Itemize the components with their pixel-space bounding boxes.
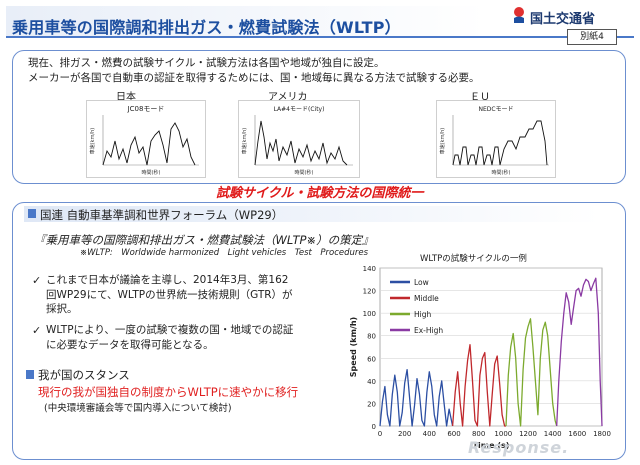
y-tick-label: 20	[367, 400, 376, 408]
title-bar	[6, 6, 486, 36]
mini-chart-eu: NEDCモード 時間(秒) 車速(km/h)	[436, 100, 556, 178]
square-bullet-icon	[28, 209, 36, 218]
stance-note: (中央環境審議会等で国内導入について検討)	[44, 403, 232, 414]
y-tick-label: 60	[367, 355, 376, 363]
check-icon: ✓	[32, 274, 42, 287]
mini-y-label: 車速(km/h)	[89, 128, 96, 155]
bullet-1: これまで日本が議論を主導し、2014年3月、第162 回WP29にて、WLTPの…	[46, 273, 356, 317]
x-tick-label: 1800	[593, 430, 611, 438]
x-axis-label: Time (s)	[473, 441, 510, 450]
x-tick-label: 1400	[544, 430, 562, 438]
x-tick-label: 400	[423, 430, 436, 438]
y-tick-label: 40	[367, 378, 376, 386]
x-tick-label: 200	[398, 430, 411, 438]
wltp-footnote: ※WLTP: Worldwide harmonized Light vehicl…	[80, 248, 369, 258]
series-line-high	[505, 318, 558, 427]
wltp-chart-title: WLTPの試験サイクルの一例	[420, 254, 527, 264]
bullet-1-line-2: 回WP29にて、WLTPの世界統一技術規則（GTR）が	[46, 288, 293, 301]
wp29-header-bar	[24, 206, 600, 222]
title-divider	[6, 36, 634, 38]
mini-x-label: 時間(秒)	[142, 169, 161, 176]
legend-label: High	[414, 310, 431, 319]
wltp-quote: 『乗用車等の国際調和排出ガス・燃費試験法（WLTP※）の策定』	[34, 233, 374, 247]
attachment-label: 別紙4	[567, 29, 617, 45]
x-tick-label: 800	[472, 430, 485, 438]
mini-x-label: 時間(秒)	[295, 169, 314, 176]
stance-heading: 我が国のスタンス	[38, 368, 130, 382]
ministry-name: 国土交通省	[530, 12, 596, 27]
series-line-ex-high	[556, 277, 603, 427]
bullet-2-line-1: WLTPにより、一度の試験で複数の国・地域での認証	[46, 324, 294, 336]
x-tick-label: 1000	[494, 430, 512, 438]
series-line-middle	[451, 344, 506, 427]
bullet-2: WLTPにより、一度の試験で複数の国・地域での認証 に必要なデータを取得可能とな…	[46, 323, 356, 352]
mini-y-label: 車速(km/h)	[439, 128, 446, 155]
legend-label: Low	[414, 278, 429, 287]
unification-slogan: 試験サイクル・試験方法の国際統一	[216, 186, 424, 201]
y-tick-label: 140	[363, 265, 376, 273]
x-tick-label: 0	[378, 430, 382, 438]
mini-chart-japan: JC08モード 時間(秒) 車速(km/h)	[86, 100, 206, 178]
x-tick-label: 1600	[568, 430, 586, 438]
y-axis-label: Speed (km/h)	[349, 317, 358, 377]
mini-x-label: 時間(秒)	[492, 169, 511, 176]
bullet-2-line-2: に必要なデータを取得可能となる。	[46, 338, 214, 351]
y-tick-label: 100	[363, 310, 376, 318]
y-tick-label: 120	[363, 288, 376, 296]
region-label-usa: アメリカ	[268, 92, 308, 103]
ministry-logo-icon	[512, 6, 526, 24]
plot-area	[379, 267, 603, 427]
check-icon: ✓	[32, 324, 42, 337]
series-line-low	[379, 368, 454, 427]
x-tick-label: 600	[447, 430, 460, 438]
mini-chart-title: JC08モード	[127, 105, 165, 113]
bullet-1-line-1: これまで日本が議論を主導し、2014年3月、第162	[46, 274, 289, 286]
region-label-eu: ＥＵ	[470, 92, 490, 103]
intro-line-2: メーカーが各国で自動車の認証を取得するためには、国・地域毎に異なる方法で試験する…	[28, 72, 480, 84]
mini-y-label: 車速(km/h)	[241, 128, 248, 155]
y-tick-label: 80	[367, 333, 376, 341]
intro-line-1: 現在、排ガス・燃費の試験サイクル・試験方法は各国や地域が独自に設定。	[28, 57, 385, 69]
bullet-1-line-3: 採択。	[46, 303, 78, 315]
mini-chart-title: NEDCモード	[478, 106, 513, 113]
region-label-japan: 日本	[116, 92, 136, 103]
stance-position: 現行の我が国独自の制度からWLTPに速やかに移行	[38, 385, 299, 399]
response-watermark: Response.	[468, 438, 570, 457]
square-bullet-icon	[26, 370, 34, 379]
legend-label: Middle	[414, 294, 439, 303]
legend-label: Ex-High	[414, 326, 443, 335]
page-title: 乗用車等の国際調和排出ガス・燃費試験法（WLTP）	[12, 18, 401, 37]
mini-chart-usa: LA#4モード(City) 時間(秒) 車速(km/h)	[238, 100, 360, 178]
mini-chart-title: LA#4モード(City)	[274, 106, 325, 113]
y-tick-label: 0	[372, 423, 376, 431]
x-tick-label: 1200	[519, 430, 537, 438]
wp29-heading: 国連 自動車基準調和世界フォーラム（WP29）	[40, 208, 284, 222]
